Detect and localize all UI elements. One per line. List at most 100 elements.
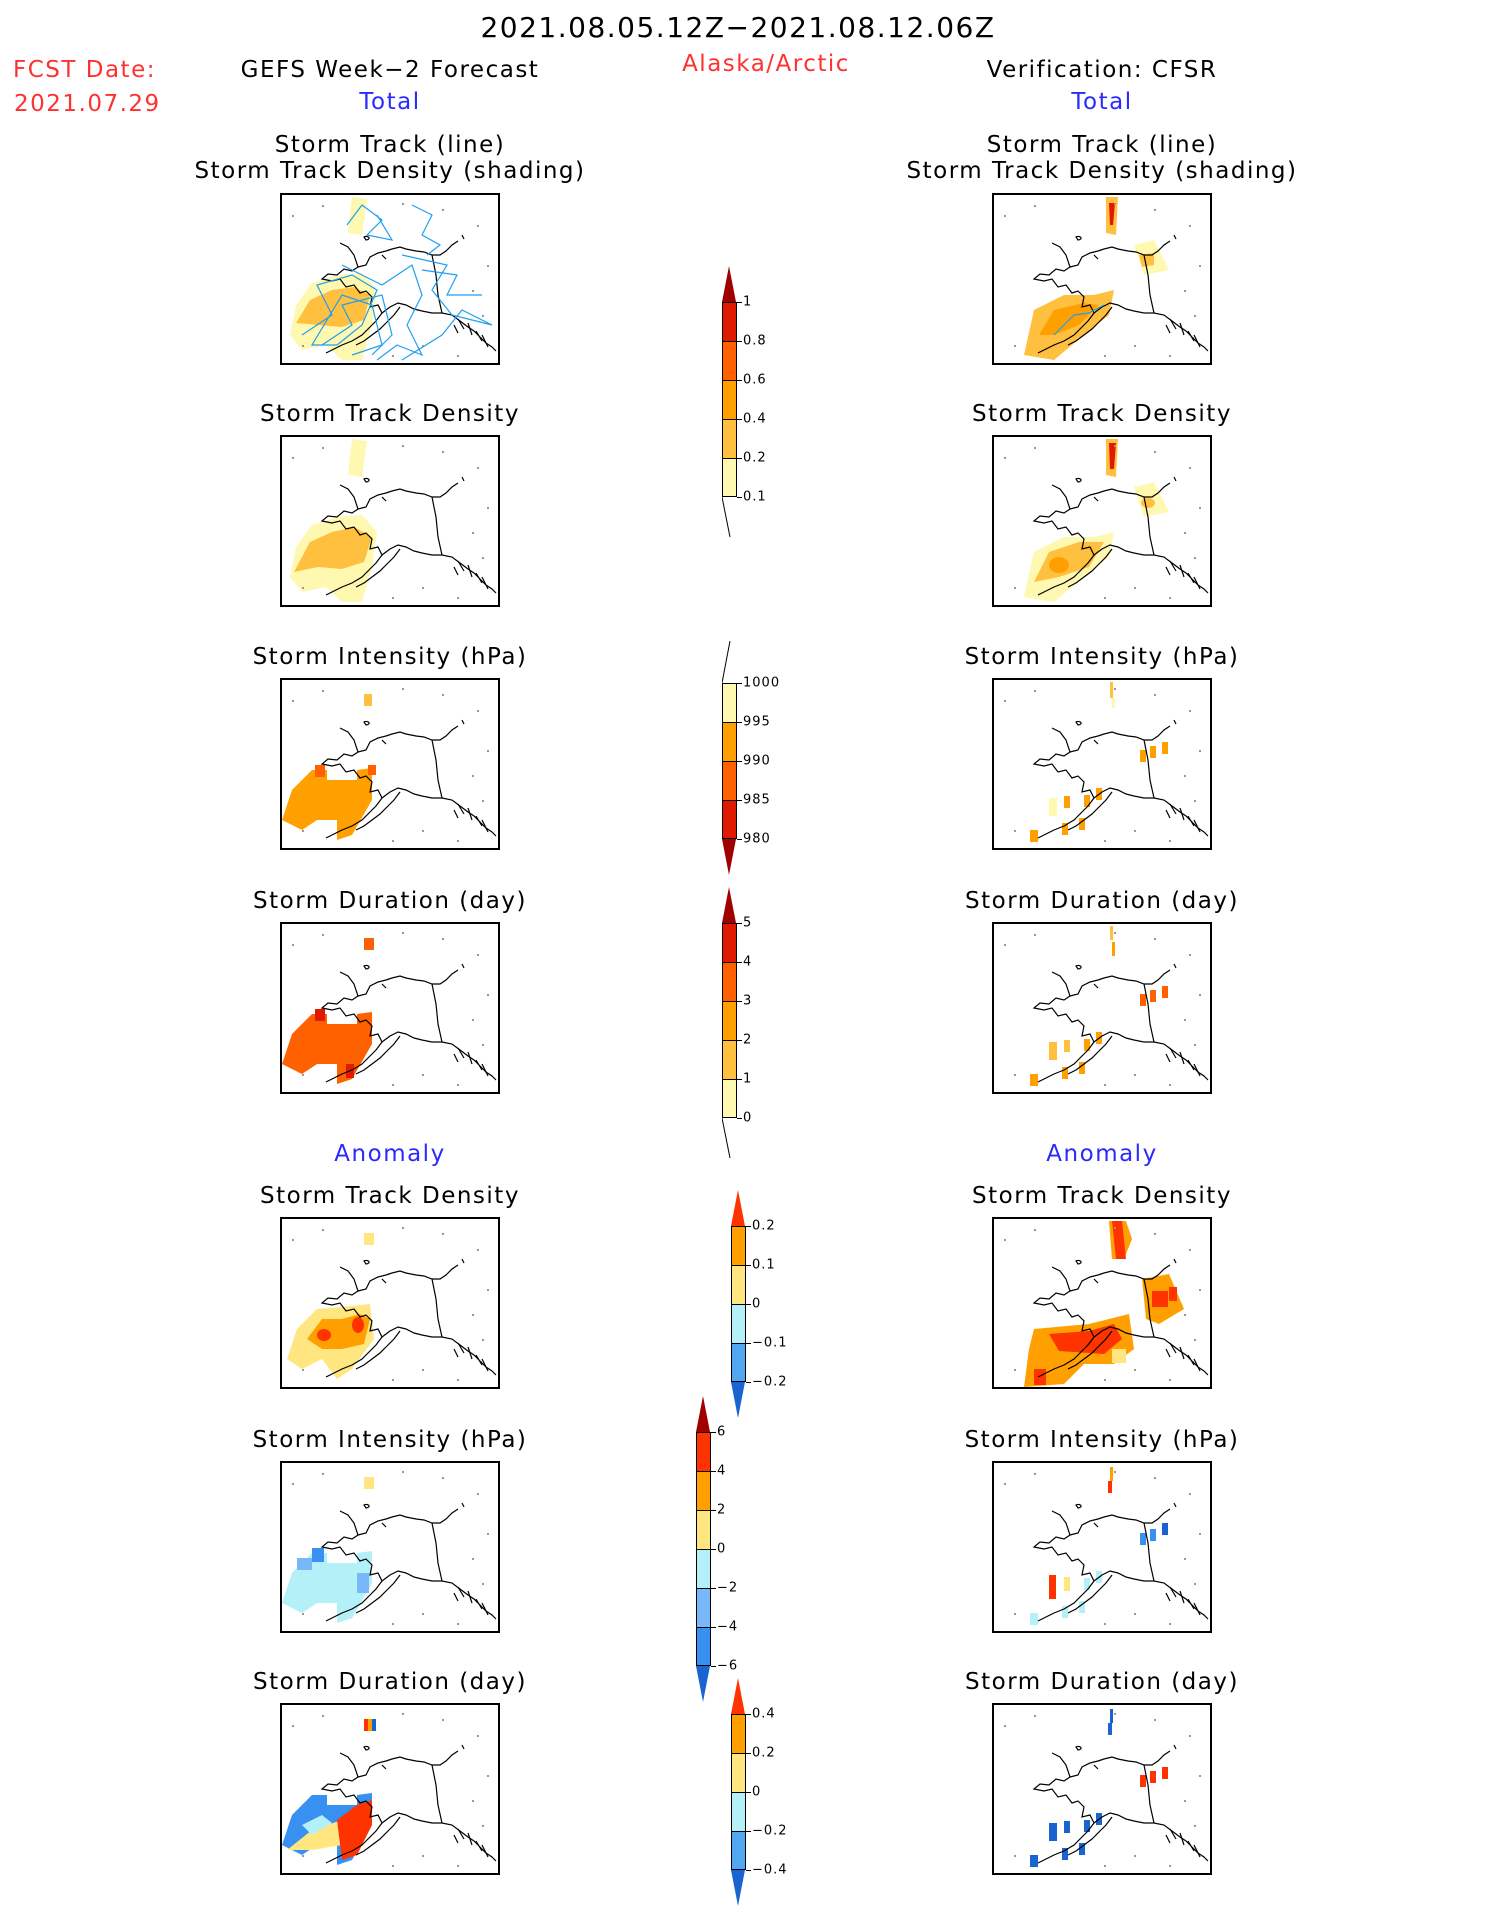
map-shading [282, 924, 498, 1092]
colorbar-segment [722, 458, 737, 497]
forecast-total-label: Total [359, 89, 421, 115]
panel-title: Storm Duration (day) [965, 1669, 1239, 1695]
colorbar-label: 0 [752, 1296, 762, 1312]
map-shading [994, 682, 1210, 848]
colorbar-segment [731, 1831, 746, 1870]
colorbar-label: −0.1 [752, 1335, 788, 1351]
colorbar-segment [731, 1226, 746, 1265]
panel-title: Storm Duration (day) [965, 888, 1239, 914]
colorbar-label: 995 [743, 714, 771, 730]
colorbar-tick [711, 1666, 716, 1667]
colorbar-tick [737, 1079, 742, 1080]
colorbar-top-arrow [722, 887, 736, 923]
colorbar-label: 990 [743, 753, 771, 769]
colorbar-segment [722, 722, 737, 761]
colorbar-label: −0.2 [752, 1374, 788, 1390]
colorbar-tick [737, 341, 742, 342]
colorbar-tick [737, 419, 742, 420]
panel-title: Storm Track Density (shading) [194, 158, 586, 184]
colorbar-label: 3 [743, 993, 753, 1009]
colorbar-tick [746, 1792, 751, 1793]
verification-title: Verification: CFSR [986, 57, 1218, 83]
map-shading [290, 439, 498, 602]
panel-title: Storm Intensity (hPa) [964, 644, 1240, 670]
colorbar-tick [737, 1040, 742, 1041]
colorbar-top-arrow [731, 1190, 745, 1226]
colorbar-bottom-arrow [731, 1382, 745, 1418]
colorbar-label: 4 [717, 1463, 727, 1479]
colorbar-segment [696, 1549, 711, 1588]
colorbar-segment [731, 1753, 746, 1792]
colorbar-label: 0.4 [752, 1706, 776, 1722]
panel-title: Storm Track Density [260, 1183, 520, 1209]
colorbar-tail [722, 1118, 731, 1158]
forecast-track-map [280, 193, 500, 365]
panel-title: Storm Track Density [260, 401, 520, 427]
colorbar-tick [711, 1549, 716, 1550]
colorbar-segment [731, 1343, 746, 1382]
colorbar-label: 985 [743, 792, 771, 808]
colorbar-tick [711, 1588, 716, 1589]
colorbar-segment [696, 1432, 711, 1471]
colorbar-label: 4 [743, 954, 753, 970]
forecast-intensity-map [280, 678, 500, 850]
map-shading [282, 680, 498, 848]
colorbar-bottom-arrow [696, 1666, 710, 1702]
verification-density-map [992, 435, 1212, 607]
colorbar-label: −6 [717, 1658, 739, 1674]
map-shading [994, 197, 1210, 360]
map-shading [994, 926, 1210, 1092]
colorbar-segment [731, 1304, 746, 1343]
colorbar-tick [737, 683, 742, 684]
colorbar-segment [696, 1510, 711, 1549]
panel-title: Storm Track (line) [274, 132, 506, 158]
colorbar-segment [722, 800, 737, 839]
verification-density-anomaly-map [992, 1217, 1212, 1389]
colorbar-tick [737, 1001, 742, 1002]
map-shading [282, 1705, 498, 1873]
colorbar-segment [722, 419, 737, 458]
panel-title: Storm Track Density (shading) [906, 158, 1298, 184]
colorbar-label: 0 [743, 1110, 753, 1126]
colorbar-segment [722, 923, 737, 962]
colorbar-tail [722, 641, 731, 683]
panel-title: Storm Track (line) [986, 132, 1218, 158]
colorbar-label: 0.4 [743, 411, 767, 427]
colorbar-segment [731, 1792, 746, 1831]
colorbar-segment [696, 1471, 711, 1510]
panel-title: Storm Track Density [972, 401, 1232, 427]
fcst-date: 2021.07.29 [14, 91, 161, 117]
panel-title: Storm Intensity (hPa) [252, 644, 528, 670]
region-title: Alaska/Arctic [682, 51, 850, 77]
forecast-title: GEFS Week−2 Forecast [240, 57, 540, 83]
colorbar-segment [722, 1040, 737, 1079]
colorbar-segment [722, 761, 737, 800]
forecast-density-map [280, 435, 500, 607]
panel-title: Storm Intensity (hPa) [252, 1427, 528, 1453]
colorbar-tick [746, 1714, 751, 1715]
panel-title: Storm Intensity (hPa) [964, 1427, 1240, 1453]
forecast-duration-anomaly-map [280, 1703, 500, 1875]
colorbar-label: 5 [743, 915, 753, 931]
colorbar-segment [696, 1627, 711, 1666]
colorbar-tick [737, 458, 742, 459]
colorbar-label: 0.2 [743, 450, 767, 466]
map-shading [290, 197, 498, 361]
colorbar-segment [731, 1714, 746, 1753]
colorbar-tick [737, 1118, 742, 1119]
colorbar-tick [737, 722, 742, 723]
colorbar-label: 0 [752, 1784, 762, 1800]
map-shading [994, 439, 1210, 602]
colorbar-label: −0.2 [752, 1823, 788, 1839]
verification-total-label: Total [1071, 89, 1133, 115]
colorbar-tick [711, 1627, 716, 1628]
fcst-date-label: FCST Date: [13, 57, 156, 83]
colorbar-segment [722, 380, 737, 419]
colorbar-label: 1 [743, 1071, 753, 1087]
verification-duration-map [992, 922, 1212, 1094]
verification-track-map [992, 193, 1212, 365]
colorbar-tick [746, 1831, 751, 1832]
colorbar-tick [737, 497, 742, 498]
map-shading [994, 1221, 1210, 1387]
colorbar-segment [722, 1001, 737, 1040]
